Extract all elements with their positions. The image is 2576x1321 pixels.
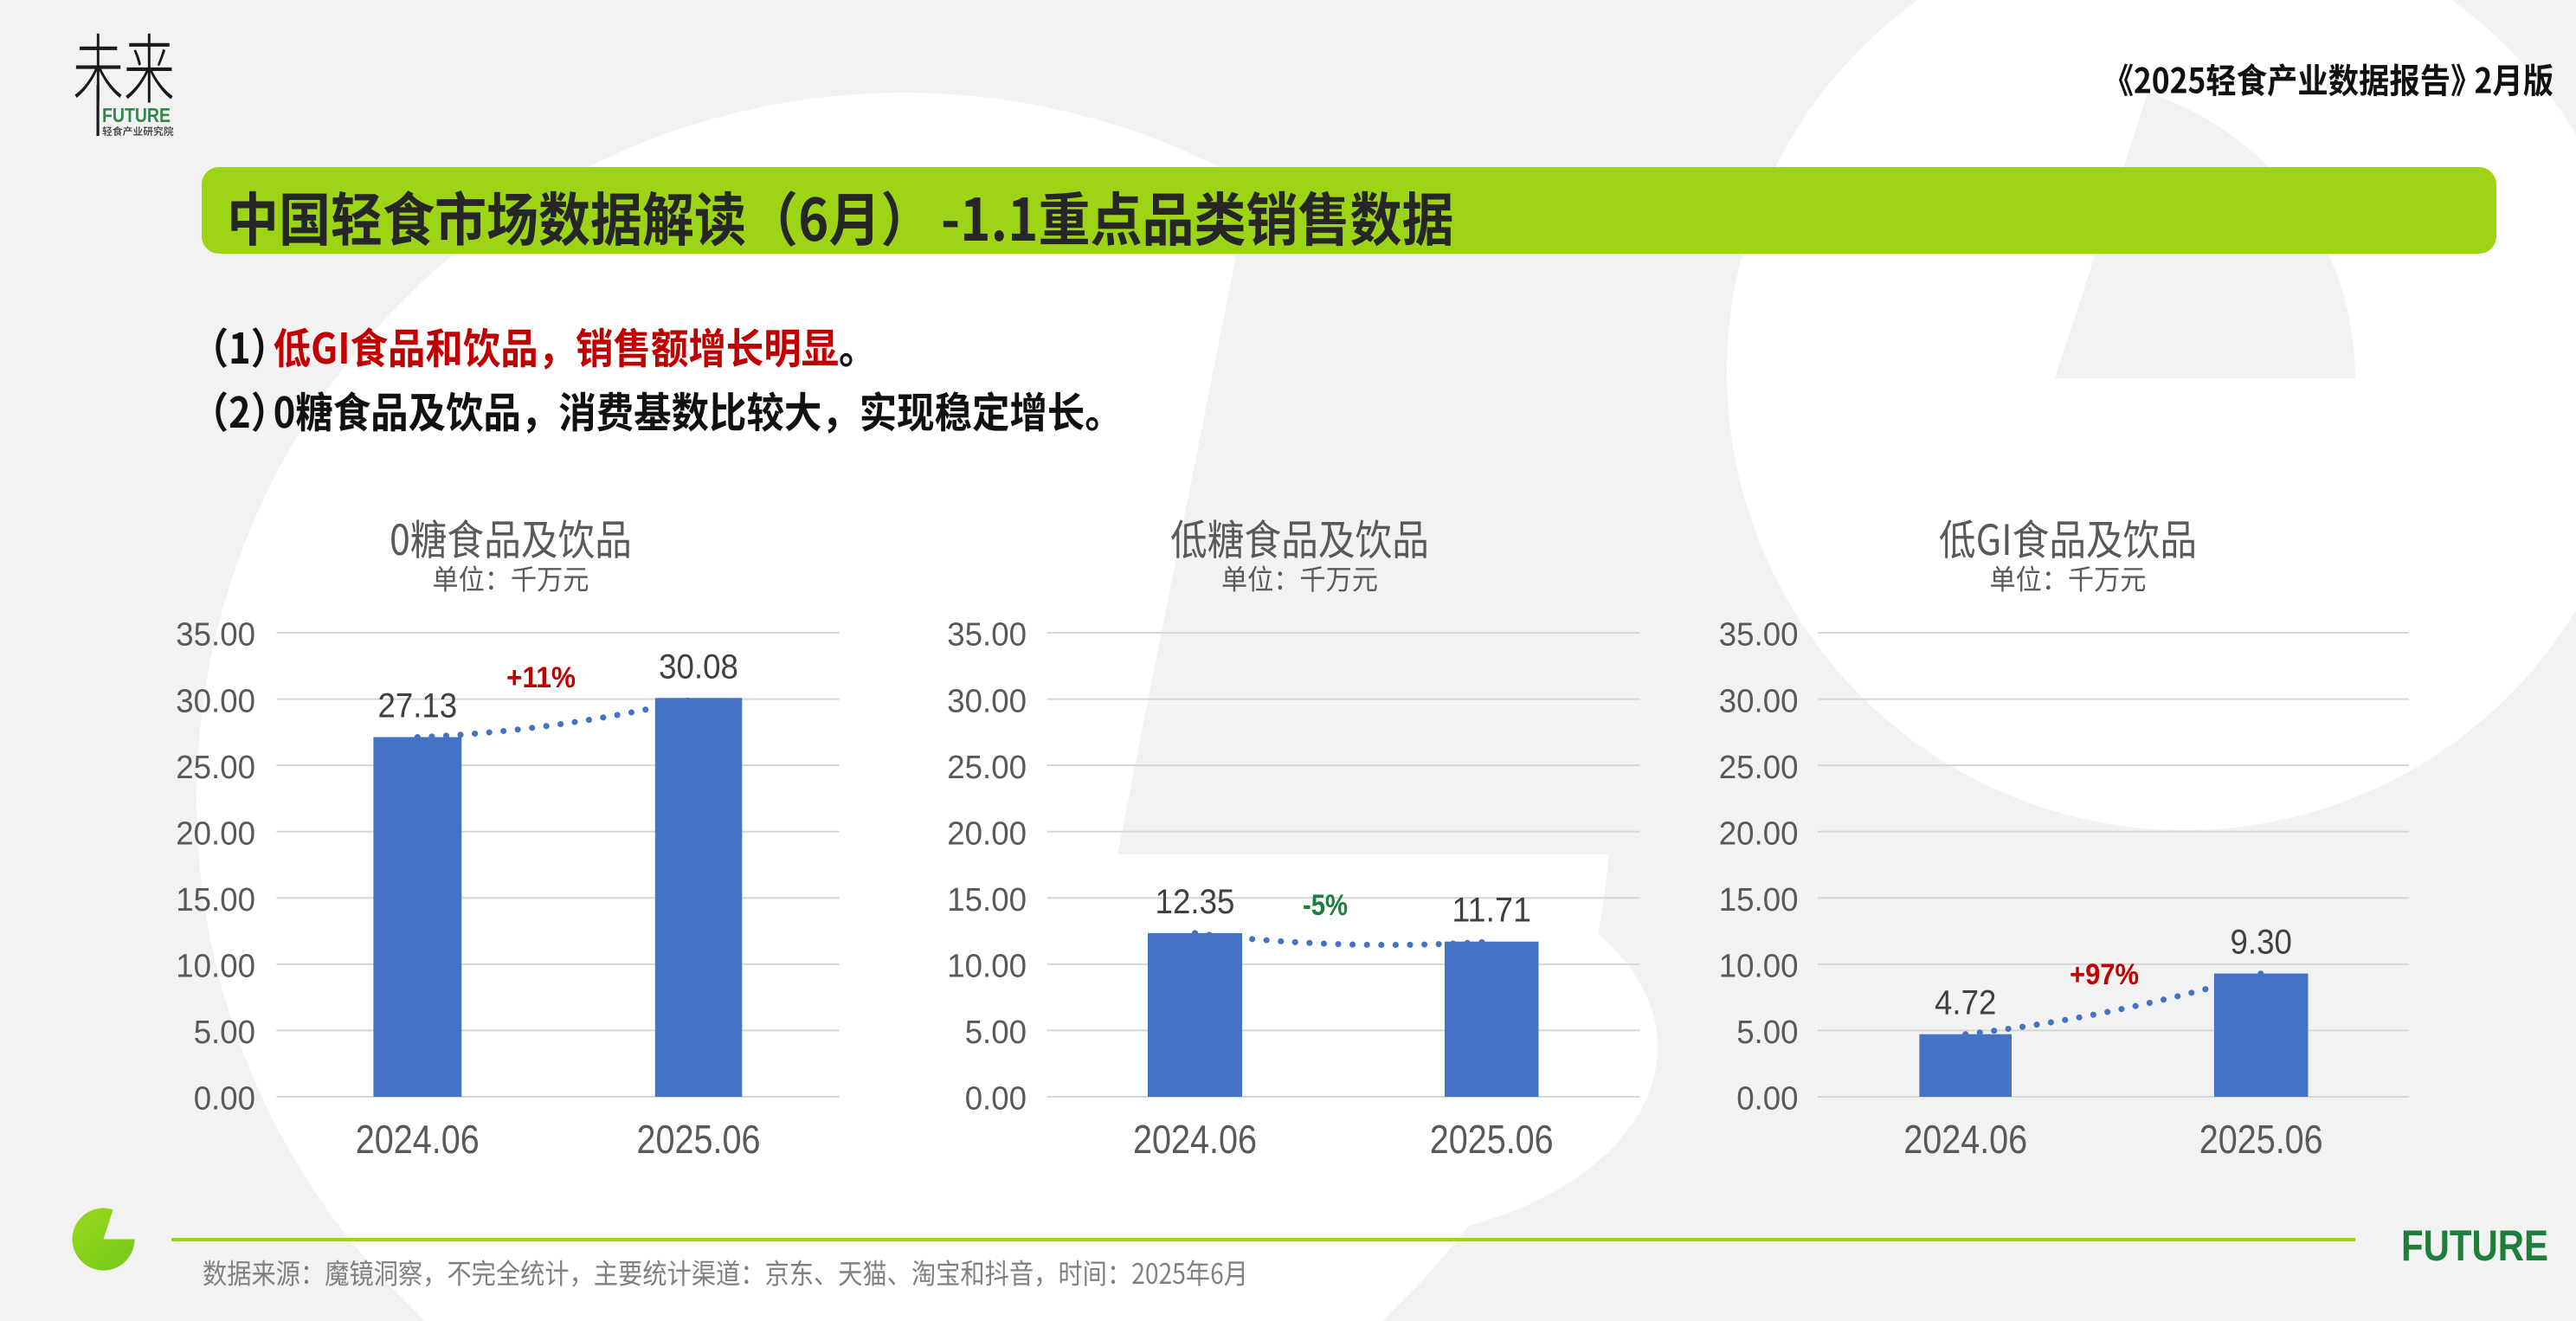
- svg-text:15.00: 15.00: [1719, 882, 1799, 918]
- svg-text:9.30: 9.30: [2231, 924, 2292, 962]
- svg-text:0.00: 0.00: [965, 1081, 1027, 1118]
- svg-text:12.35: 12.35: [1156, 883, 1235, 921]
- svg-text:2025.06: 2025.06: [1430, 1117, 1554, 1162]
- svg-text:5.00: 5.00: [194, 1015, 255, 1051]
- svg-text:FUTURE: FUTURE: [2401, 1221, 2548, 1270]
- svg-text:11.71: 11.71: [1452, 892, 1531, 930]
- svg-text:27.13: 27.13: [377, 687, 457, 725]
- svg-text:20.00: 20.00: [176, 815, 255, 852]
- svg-text:4.72: 4.72: [1935, 984, 1996, 1022]
- svg-text:10.00: 10.00: [947, 949, 1027, 985]
- svg-text:10.00: 10.00: [176, 949, 255, 985]
- svg-text:5.00: 5.00: [965, 1015, 1027, 1051]
- svg-text:FUTURE: FUTURE: [102, 104, 171, 126]
- svg-text:15.00: 15.00: [176, 882, 255, 918]
- svg-text:-5%: -5%: [1303, 889, 1348, 922]
- svg-text:35.00: 35.00: [947, 617, 1027, 654]
- svg-text:+97%: +97%: [2070, 958, 2139, 991]
- svg-text:2025.06: 2025.06: [637, 1117, 761, 1162]
- svg-text:2024.06: 2024.06: [1903, 1117, 2027, 1162]
- svg-text:15.00: 15.00: [947, 882, 1027, 918]
- svg-text:20.00: 20.00: [947, 815, 1027, 852]
- svg-text:35.00: 35.00: [176, 617, 255, 654]
- svg-text:+11%: +11%: [506, 661, 576, 694]
- svg-text:20.00: 20.00: [1719, 815, 1799, 852]
- svg-text:25.00: 25.00: [947, 750, 1027, 786]
- svg-text:30.08: 30.08: [659, 648, 738, 686]
- svg-text:30.00: 30.00: [176, 683, 255, 719]
- svg-text:5.00: 5.00: [1736, 1015, 1798, 1051]
- svg-text:30.00: 30.00: [1719, 683, 1799, 719]
- svg-text:10.00: 10.00: [1719, 949, 1799, 985]
- svg-text:25.00: 25.00: [176, 750, 255, 786]
- svg-text:2025.06: 2025.06: [2199, 1117, 2323, 1162]
- svg-text:2024.06: 2024.06: [1133, 1117, 1257, 1162]
- svg-text:2024.06: 2024.06: [356, 1117, 480, 1162]
- svg-text:30.00: 30.00: [947, 683, 1027, 719]
- svg-text:25.00: 25.00: [1719, 750, 1799, 786]
- svg-text:0.00: 0.00: [1736, 1081, 1798, 1118]
- svg-text:0.00: 0.00: [194, 1081, 255, 1118]
- svg-text:35.00: 35.00: [1719, 617, 1799, 654]
